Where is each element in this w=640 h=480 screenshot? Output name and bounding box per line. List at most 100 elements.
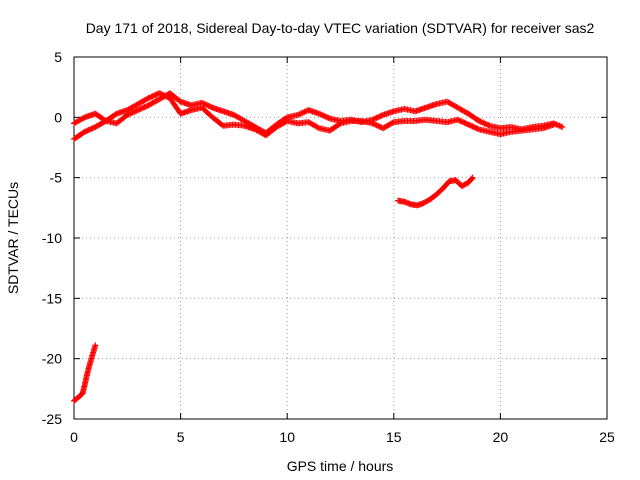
x-tick-label: 15 <box>386 429 402 445</box>
x-tick-label: 10 <box>279 429 295 445</box>
data-point <box>152 92 159 99</box>
series-track-b <box>71 90 557 143</box>
data-point <box>476 117 483 124</box>
data-point <box>469 174 476 181</box>
data-point <box>156 90 163 97</box>
data-point <box>376 113 383 120</box>
data-point <box>322 113 329 120</box>
chart-title: Day 171 of 2018, Sidereal Day-to-day VTE… <box>86 20 595 36</box>
data-point <box>485 122 492 129</box>
data-point <box>378 112 385 119</box>
data-point <box>137 105 144 112</box>
data-point <box>372 115 379 122</box>
data-point <box>142 103 149 110</box>
data-point <box>336 121 343 128</box>
data-point <box>316 110 323 117</box>
data-point <box>468 175 475 182</box>
data-point <box>134 107 141 114</box>
data-point <box>82 128 89 135</box>
data-point <box>469 123 476 130</box>
data-point <box>81 128 88 135</box>
grid-lines <box>74 57 607 419</box>
data-point <box>318 111 325 118</box>
data-point <box>297 110 304 117</box>
x-tick-label: 25 <box>599 429 615 445</box>
data-point <box>88 125 95 132</box>
data-point <box>374 122 381 129</box>
data-point <box>126 110 133 117</box>
data-point <box>461 119 468 126</box>
data-point <box>89 125 96 132</box>
series-track-c <box>395 174 476 209</box>
data-point <box>373 114 380 121</box>
data-point <box>161 92 168 99</box>
data-point <box>325 114 332 121</box>
data-point <box>376 123 383 130</box>
data-point <box>464 120 471 127</box>
data-point <box>465 121 472 128</box>
y-tick-label: -25 <box>42 411 62 427</box>
data-point <box>370 120 377 127</box>
data-point <box>294 111 301 118</box>
data-point <box>162 93 169 100</box>
y-tick-label: -10 <box>42 230 62 246</box>
data-point <box>470 123 477 130</box>
y-tick-label: 0 <box>54 109 62 125</box>
data-point <box>314 124 321 131</box>
data-point <box>92 342 99 349</box>
data-point <box>456 117 463 124</box>
y-axis-label: SDTVAR / TECUs <box>5 182 21 294</box>
x-axis-label: GPS time / hours <box>287 458 394 474</box>
data-point <box>472 124 479 131</box>
data-point <box>374 114 381 121</box>
data-point <box>460 119 467 126</box>
data-point <box>550 121 557 128</box>
data-point <box>468 122 475 129</box>
data-point <box>90 124 97 131</box>
data-point <box>205 102 212 109</box>
data-point <box>377 113 384 120</box>
data-point <box>153 91 160 98</box>
data-point <box>145 95 152 102</box>
data-point <box>133 107 140 114</box>
data-point <box>164 93 171 100</box>
axis-ticks <box>73 56 608 420</box>
data-point <box>129 109 136 116</box>
x-axis-tick-labels: 0 5 10 15 20 25 <box>70 429 615 445</box>
data-point <box>206 103 213 110</box>
data-point <box>484 121 491 128</box>
data-point <box>302 108 309 115</box>
data-point <box>201 101 208 108</box>
x-tick-label: 0 <box>70 429 78 445</box>
data-point <box>298 110 305 117</box>
data-point <box>301 108 308 115</box>
data-point <box>474 125 481 132</box>
data-point <box>208 104 215 111</box>
y-tick-label: -5 <box>50 170 63 186</box>
data-point <box>85 127 92 134</box>
data-point <box>324 114 331 121</box>
data-point <box>369 120 376 127</box>
data-point <box>481 120 488 127</box>
data-point <box>300 109 307 116</box>
data-point <box>482 120 489 127</box>
data-point <box>148 93 155 100</box>
data-point <box>144 95 151 102</box>
y-axis-tick-labels: -25 -20 -15 -10 -5 0 5 <box>42 49 62 427</box>
data-point <box>202 101 209 108</box>
data-point <box>140 104 147 111</box>
data-point <box>317 111 324 118</box>
data-point <box>478 119 485 126</box>
data-point <box>160 92 167 99</box>
data-point <box>150 92 157 99</box>
y-tick-label: -15 <box>42 290 62 306</box>
data-point <box>373 122 380 129</box>
data-point <box>457 117 464 124</box>
data-point <box>466 122 473 129</box>
series-track-d <box>71 342 99 404</box>
data-point <box>372 121 379 128</box>
plot-frame <box>73 56 608 420</box>
data-point <box>146 94 153 101</box>
data-point <box>200 100 207 107</box>
